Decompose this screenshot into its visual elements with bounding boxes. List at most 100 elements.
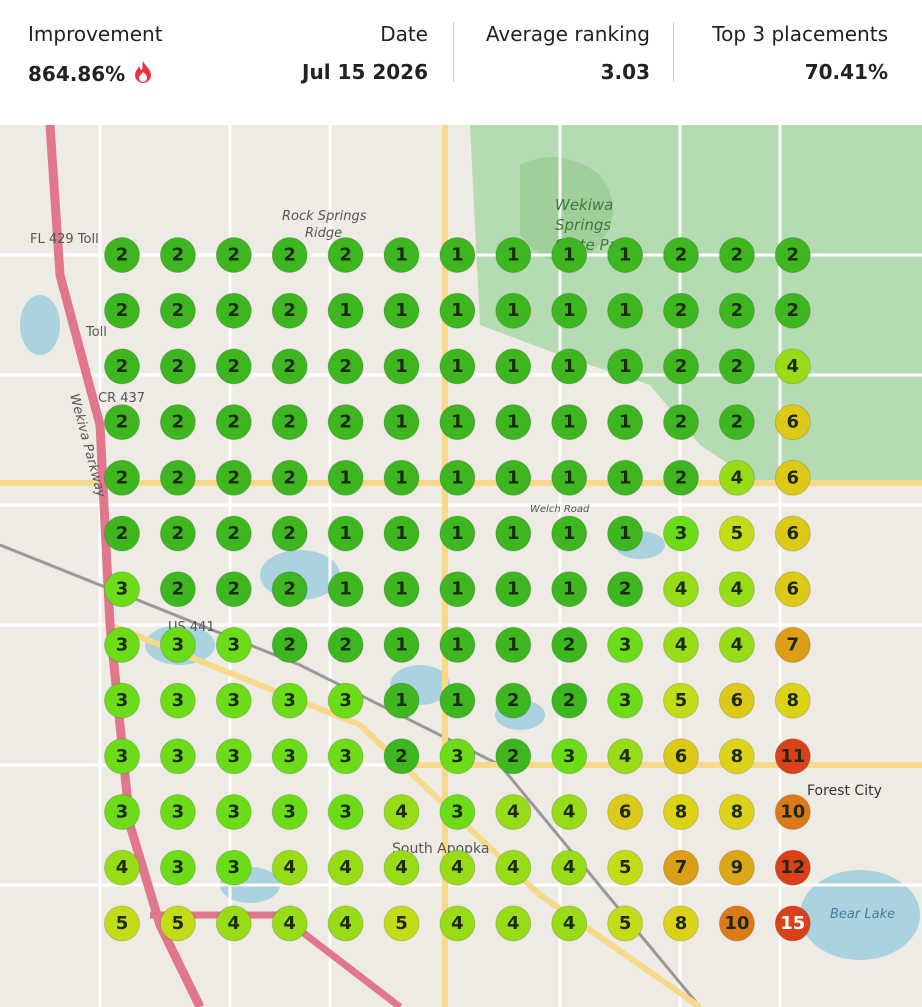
header: Improvement 864.86% Date Jul 15 2026 Avera… [0,0,922,125]
rank-label: 1 [563,579,576,600]
rank-marker [159,404,196,441]
rank-label: 3 [339,690,352,711]
rank-marker [439,682,476,719]
rank-marker [718,626,755,663]
highway [45,125,205,1007]
rank-marker [104,626,140,663]
rank-label: 3 [339,802,352,823]
rank-label: 2 [339,634,352,655]
rank-label: 2 [283,300,296,321]
rank-label: 6 [731,690,744,711]
rank-label: 2 [283,467,296,488]
rank-marker [383,905,420,942]
rank-label: 1 [451,634,464,655]
rank-label: 1 [563,467,576,488]
rank-marker [774,237,811,273]
rank-label: 2 [563,634,576,655]
rank-marker [215,459,252,496]
rank-label: 2 [283,579,296,600]
rank-label: 2 [731,300,744,321]
rank-label: 1 [339,523,352,544]
rank-label: 1 [619,523,632,544]
rank-marker [607,515,644,552]
rank-marker [663,626,699,663]
rank-marker [551,459,588,496]
rank-label: 2 [339,356,352,377]
rank-label: 2 [563,690,576,711]
rank-label: 2 [283,412,296,433]
rank-marker [215,905,252,942]
rank-marker [327,237,364,273]
rank-label: 1 [563,523,576,544]
rank-label: 1 [563,412,576,433]
rank-marker [718,738,755,775]
map-label: Forest City [807,783,882,799]
rank-label: 2 [619,579,632,600]
rank-label: 1 [451,245,464,266]
rank-label: 3 [451,746,464,767]
rank-marker [383,237,420,273]
rank-marker [718,404,755,441]
rank-marker [663,571,699,608]
rank-label: 2 [116,356,129,377]
map-label: Bear Lake [830,907,895,922]
rank-marker [159,905,196,942]
rank-marker [663,404,699,441]
rank-label: 6 [787,523,800,544]
map-label: Springs [555,216,611,234]
rank-marker [774,292,811,329]
rank-marker [718,849,755,886]
rank-marker [271,626,308,663]
rank-label: 4 [563,802,576,823]
rank-marker [774,849,811,886]
rank-label: 2 [675,245,688,266]
rank-marker [383,738,420,775]
rank-label: 1 [395,412,408,433]
rank-label: 3 [228,746,241,767]
rank-label: 3 [116,634,129,655]
rank-marker [774,571,811,608]
rank-label: 3 [283,690,296,711]
rank-marker [663,292,699,329]
rank-label: 2 [395,746,408,767]
rank-marker [551,849,588,886]
rank-label: 1 [395,523,408,544]
rank-label: 3 [228,690,241,711]
rank-label: 4 [675,634,688,655]
rank-label: 4 [451,857,464,878]
rank-label: 4 [228,913,241,934]
rank-marker [607,626,644,663]
rank-label: 6 [787,467,800,488]
rank-label: 2 [675,412,688,433]
rank-marker [327,794,364,830]
rank-marker [551,515,588,552]
rank-marker [663,515,699,552]
map-label: Toll [85,325,107,340]
rank-label: 2 [787,300,800,321]
rank-label: 1 [339,300,352,321]
rank-label: 3 [619,634,632,655]
rank-marker [215,794,252,830]
rank-label: 4 [731,634,744,655]
rank-label: 1 [619,245,632,266]
rank-marker [383,348,420,385]
rank-marker [327,738,364,775]
rank-marker [663,794,699,830]
rank-label: 5 [619,857,632,878]
stat-value: 3.03 [600,60,650,84]
rank-marker [383,404,420,441]
rank-label: 5 [116,913,129,934]
rank-label: 3 [619,690,632,711]
rank-label: 6 [675,746,688,767]
rank-marker [551,571,588,608]
rank-marker [439,515,476,552]
rank-label: 1 [619,412,632,433]
rank-marker [383,292,420,329]
stat-label: Improvement [28,22,163,46]
rank-label: 8 [675,802,688,823]
rank-marker [607,404,644,441]
stat-value: Jul 15 2026 [302,60,428,84]
rank-marker [271,794,308,830]
rank-marker [663,237,699,273]
rank-marker [774,626,811,663]
